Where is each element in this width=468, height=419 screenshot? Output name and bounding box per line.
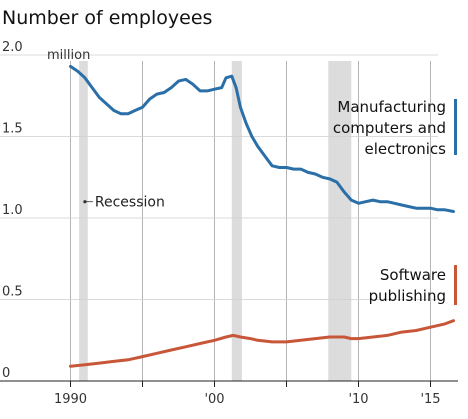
y-tick-label-2: 2.0: [2, 40, 23, 55]
series-lines: [69, 64, 455, 368]
chart-title: Number of employees: [2, 7, 212, 29]
x-axis-ticks: 1990 '00 '10 '15: [54, 381, 441, 407]
x-tick-label-2015: '15: [420, 392, 440, 407]
recession-band-2: [231, 61, 242, 381]
manufacturing-label-line-1: Manufacturing: [337, 98, 446, 116]
software-label-bar: [454, 265, 457, 305]
manufacturing-label-line-2: computers and: [333, 119, 446, 137]
software-series-label: Software publishing: [369, 265, 457, 305]
recession-annotation: Recession: [83, 195, 165, 211]
x-tick-label-2000: '00: [204, 392, 224, 407]
x-tick-label-2010: '10: [348, 392, 368, 407]
recession-band-1: [79, 61, 88, 381]
software-label-line-1: Software: [380, 266, 446, 284]
manufacturing-label-line-3: electronics: [364, 140, 446, 158]
manufacturing-label-bar: [454, 99, 457, 155]
y-tick-label-1: 1.0: [2, 203, 23, 218]
x-tick-label-1990: 1990: [54, 392, 87, 407]
y-tick-label-1.5: 1.5: [2, 122, 23, 137]
vertical-gridlines: [70, 61, 431, 381]
manufacturing-line: [69, 64, 455, 213]
software-label-line-2: publishing: [369, 287, 446, 305]
y-unit-label: million: [47, 48, 90, 63]
recession-band-3: [328, 61, 352, 381]
recession-annotation-text: Recession: [95, 195, 165, 211]
y-tick-label-0: 0: [2, 366, 10, 381]
manufacturing-series-label: Manufacturing computers and electronics: [333, 98, 457, 158]
y-axis-ticks: 0 0.5 1.0 1.5 2.0: [0, 40, 438, 381]
y-tick-label-0.5: 0.5: [2, 285, 23, 300]
recession-bands: [79, 61, 352, 381]
software-line: [69, 319, 455, 368]
